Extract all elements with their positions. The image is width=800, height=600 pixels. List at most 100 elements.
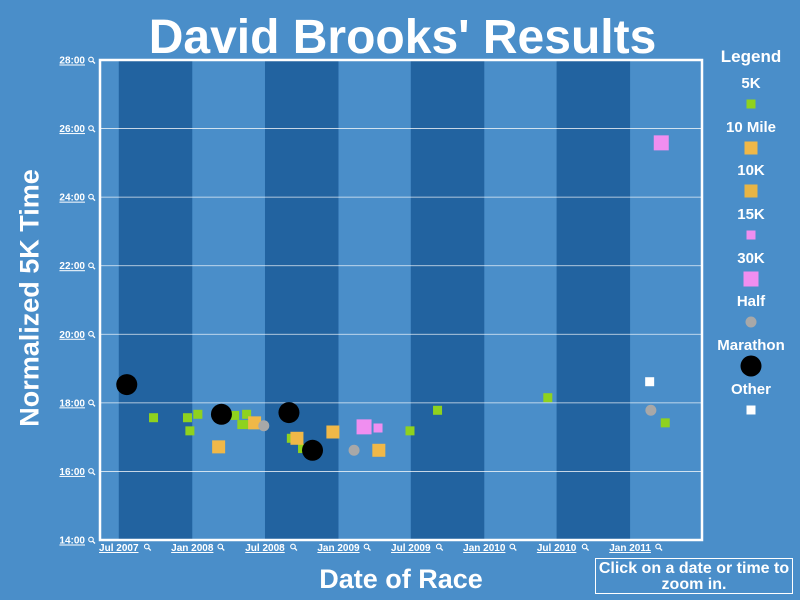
zoom-magnifier-icon [435,543,442,550]
zoom-magnifier-icon [290,543,296,550]
zoom-magnifier-icon [92,403,96,407]
legend-marker [746,230,756,240]
data-point [290,431,304,445]
legend-marker [746,405,756,415]
data-point [242,409,252,419]
data-point [116,374,138,396]
y-tick-label[interactable]: 18:00 [59,398,85,409]
legend-marker-icon [745,316,757,328]
data-point [645,377,655,387]
zoom-magnifier-icon [88,193,94,200]
legend-label: 15K [737,206,765,224]
legend-swatch [706,400,796,420]
zoom-magnifier-icon [88,56,94,63]
data-point [182,413,192,423]
zoom-magnifier-icon [88,125,94,131]
data-point [645,404,657,416]
zoom-magnifier-icon [217,543,224,550]
zoom-magnifier-icon [655,543,661,550]
zoom-magnifier-icon [143,543,150,550]
y-tick-label[interactable]: 22:00 [59,261,85,272]
zoom-magnifier-icon [88,536,94,543]
zoom-magnifier-icon [363,543,370,550]
date-band [264,60,339,540]
date-band [118,60,193,540]
y-tick-label[interactable]: 20:00 [59,330,85,341]
date-band [556,60,631,540]
x-tick-label[interactable]: Jan 2011 [609,543,651,554]
legend-label: 10K [737,162,765,180]
legend-marker-icon [746,405,756,415]
data-point [185,426,195,436]
data-point [193,409,203,419]
legend-title: Legend [720,47,782,66]
zoom-magnifier-icon [509,543,516,550]
legend-swatch [706,138,796,158]
data-point [653,135,669,151]
legend-item: 15K [706,205,796,249]
zoom-magnifier-icon [88,399,94,406]
x-tick-label[interactable]: Jul 2007 [99,543,139,554]
x-tick-label[interactable]: Jul 2010 [537,543,577,554]
zoom-magnifier-icon [585,547,590,551]
data-point [543,393,553,403]
legend-marker-icon [743,271,759,287]
legend-swatch [706,269,796,289]
x-tick-label[interactable]: Jan 2010 [463,543,506,554]
legend-swatch [706,225,796,245]
plot-border [98,58,704,542]
zoom-magnifier-icon [92,60,96,64]
zoom-magnifier-icon [221,547,225,551]
zoom-magnifier-icon [513,547,517,551]
zoom-magnifier-icon [92,472,96,476]
x-tick-label[interactable]: Jan 2008 [171,543,214,554]
legend-marker-icon [740,355,762,377]
legend-item: 5K [706,74,796,118]
legend-label: 30K [737,249,765,267]
zoom-magnifier-icon [92,266,96,270]
y-tick-label[interactable]: 24:00 [59,193,85,204]
zoom-magnifier-icon [294,547,298,551]
zoom-magnifier-icon [659,547,663,551]
data-point [433,405,443,415]
legend-label: 10 Mile [725,118,777,136]
zoom-hint-box[interactable]: Click on a date or time to zoom in. [595,558,793,594]
y-tick-label[interactable]: 16:00 [59,467,85,478]
legend-item: 10 Mile [706,118,796,162]
x-tick-label[interactable]: Jul 2009 [391,543,431,554]
legend: Legend 5K 10 Mile 10K 15K 30K Half Marathon Oth… [706,44,796,424]
x-axis-label: Date of Race [319,564,483,594]
x-tick-label[interactable]: Jul 2008 [245,543,285,554]
zoom-magnifier-icon [92,540,96,544]
y-tick-label[interactable]: 14:00 [59,536,85,547]
data-point [212,440,226,454]
data-point [149,413,159,423]
zoom-magnifier-icon [581,543,588,550]
legend-marker [745,316,757,328]
legend-item: 30K [706,249,796,293]
data-point [326,425,340,439]
legend-marker [746,99,756,109]
legend-swatch [706,312,796,332]
data-point [348,444,360,456]
legend-swatch [706,355,796,377]
zoom-magnifier-icon [88,468,94,474]
legend-label: Half [736,293,766,311]
zoom-magnifier-icon [92,334,96,339]
data-point [302,439,324,461]
legend-swatch [706,94,796,114]
zoom-magnifier-icon [92,129,96,133]
legend-marker-icon [746,230,756,240]
y-tick-label[interactable]: 26:00 [59,124,85,135]
legend-marker [740,355,762,377]
data-point [248,416,262,430]
legend-swatch [706,181,796,201]
legend-item: Half [706,292,796,336]
y-tick-label[interactable]: 28:00 [59,56,85,67]
data-point [356,419,372,435]
zoom-magnifier-icon [88,330,94,337]
zoom-magnifier-icon [439,547,444,551]
legend-label: 5K [741,75,761,92]
legend-marker [744,184,758,198]
x-tick-label[interactable]: Jan 2009 [317,543,360,554]
